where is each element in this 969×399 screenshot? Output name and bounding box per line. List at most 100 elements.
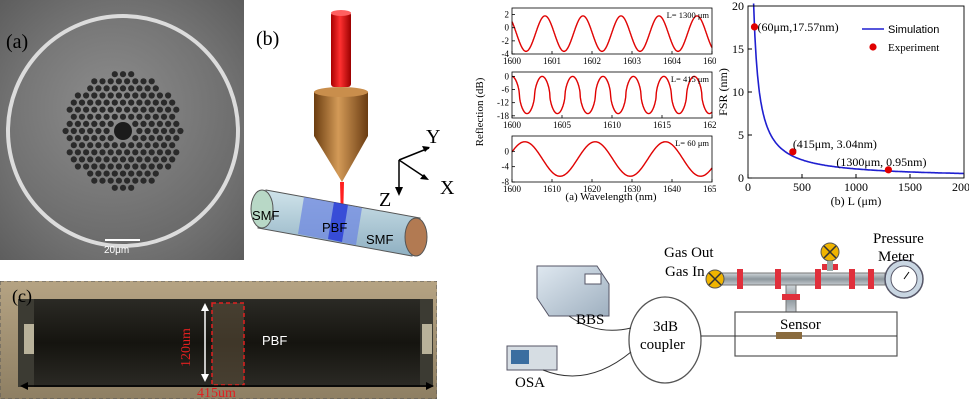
air-hole bbox=[173, 120, 180, 127]
air-hole bbox=[107, 78, 114, 85]
panel-a-label: (a) bbox=[6, 31, 28, 53]
fiber-end-face bbox=[404, 217, 428, 257]
air-hole bbox=[83, 135, 90, 142]
air-hole bbox=[136, 113, 143, 120]
air-hole bbox=[111, 170, 118, 177]
air-hole bbox=[83, 92, 90, 99]
panel-a-sem-image: (a) 20μm bbox=[0, 0, 244, 260]
air-hole bbox=[107, 92, 114, 99]
fsr-xlabel: (b) L (μm) bbox=[831, 194, 882, 208]
air-hole bbox=[136, 170, 143, 177]
air-hole bbox=[165, 92, 172, 99]
air-hole bbox=[70, 113, 77, 120]
air-hole bbox=[152, 170, 159, 177]
air-hole bbox=[111, 184, 118, 191]
y-tick-label: 5 bbox=[738, 128, 744, 142]
air-hole bbox=[107, 177, 114, 184]
air-hole bbox=[99, 92, 106, 99]
air-hole bbox=[136, 99, 143, 106]
air-hole bbox=[148, 106, 155, 113]
y-tick-label: -18 bbox=[497, 111, 509, 121]
air-hole bbox=[103, 156, 110, 163]
air-hole bbox=[132, 135, 139, 142]
air-hole bbox=[152, 99, 159, 106]
coupler-label-2: coupler bbox=[640, 337, 685, 353]
axis-z-label: Z bbox=[379, 189, 391, 211]
air-hole bbox=[165, 120, 172, 127]
x-tick-label: 1600 bbox=[503, 56, 522, 66]
air-hole bbox=[177, 127, 184, 135]
air-hole bbox=[144, 170, 151, 177]
air-hole bbox=[99, 135, 106, 142]
air-hole bbox=[132, 120, 139, 127]
air-hole bbox=[148, 120, 155, 127]
air-hole bbox=[66, 149, 73, 156]
air-hole bbox=[140, 120, 147, 127]
air-hole bbox=[62, 127, 69, 135]
length-label: 415um bbox=[197, 386, 236, 399]
experiment-point-label: (60μm,17.57nm) bbox=[757, 20, 838, 34]
scale-bar-label: 20μm bbox=[104, 245, 129, 256]
air-hole bbox=[128, 142, 135, 149]
y-tick-label: 15 bbox=[732, 42, 744, 56]
air-hole bbox=[128, 184, 135, 191]
air-hole bbox=[87, 85, 94, 92]
y-tick-label: 20 bbox=[732, 0, 744, 13]
x-tick-label: 1620 bbox=[583, 184, 602, 194]
x-tick-label: 1604 bbox=[663, 56, 682, 66]
air-hole bbox=[144, 156, 151, 163]
air-hole bbox=[132, 177, 139, 184]
panel-b-schematic: (b) Y Z X SMF PBF SMF bbox=[250, 10, 455, 257]
air-hole bbox=[136, 156, 143, 163]
air-hole bbox=[95, 99, 102, 106]
air-hole bbox=[95, 156, 102, 163]
gas-out-label: Gas Out bbox=[664, 245, 714, 261]
air-hole bbox=[124, 177, 131, 184]
x-tick-label: 1603 bbox=[623, 56, 642, 66]
air-hole bbox=[87, 99, 94, 106]
air-hole bbox=[115, 78, 122, 85]
air-hole bbox=[111, 156, 118, 163]
air-hole bbox=[160, 156, 168, 163]
air-hole bbox=[115, 106, 122, 113]
plot-frame bbox=[511, 7, 713, 55]
air-hole bbox=[128, 113, 135, 120]
x-tick-label: 1620 bbox=[703, 120, 716, 130]
air-hole bbox=[119, 113, 127, 120]
air-hole bbox=[70, 127, 77, 135]
hollow-core bbox=[114, 122, 132, 140]
air-hole bbox=[132, 163, 139, 170]
air-hole bbox=[156, 120, 163, 127]
x-tick-label: 1000 bbox=[844, 180, 868, 194]
air-hole bbox=[144, 127, 151, 135]
y-tick-label: 0 bbox=[505, 146, 510, 156]
air-hole bbox=[140, 135, 147, 142]
air-hole bbox=[152, 85, 159, 92]
air-hole bbox=[160, 142, 168, 149]
air-hole bbox=[144, 99, 151, 106]
air-hole bbox=[83, 163, 90, 170]
air-hole bbox=[91, 177, 98, 184]
air-hole bbox=[115, 163, 122, 170]
x-tick-label: 1602 bbox=[583, 56, 601, 66]
air-hole bbox=[128, 85, 135, 92]
x-tick-label: 1630 bbox=[623, 184, 642, 194]
air-hole bbox=[144, 142, 151, 149]
air-hole bbox=[169, 113, 176, 120]
experiment-point-label: (1300μm, 0.95nm) bbox=[836, 155, 926, 169]
air-hole bbox=[119, 71, 127, 78]
gas-in-label: Gas In bbox=[665, 264, 705, 280]
x-tick-label: 1500 bbox=[898, 180, 922, 194]
air-hole bbox=[119, 99, 127, 106]
air-hole bbox=[119, 85, 127, 92]
air-hole bbox=[140, 149, 147, 156]
air-hole bbox=[136, 127, 143, 135]
y-tick-label: -2 bbox=[502, 36, 510, 46]
y-tick-label: -8 bbox=[502, 177, 510, 187]
y-tick-label: -4 bbox=[502, 162, 510, 172]
experiment-point bbox=[789, 148, 797, 156]
air-hole bbox=[152, 142, 159, 149]
length-annotation: L= 415 μm bbox=[671, 74, 710, 84]
air-hole bbox=[124, 149, 131, 156]
